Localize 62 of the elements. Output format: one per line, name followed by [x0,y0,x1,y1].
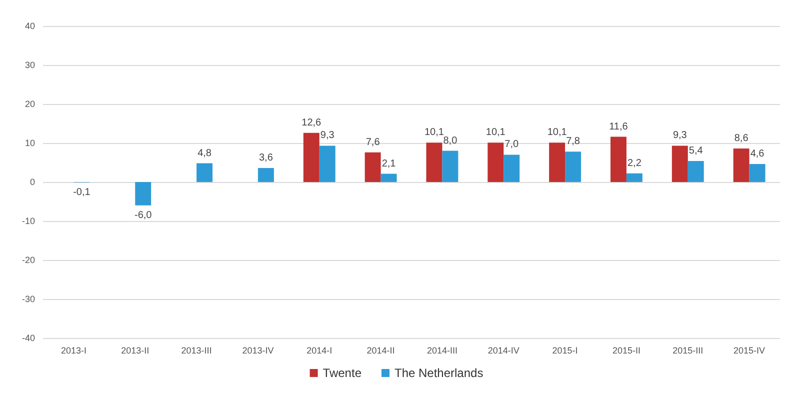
x-tick-label: 2013-II [121,346,150,356]
x-tick-label: 2014-IV [488,346,520,356]
y-tick-label: 10 [24,138,35,148]
x-tick-label: 2015-I [552,346,578,356]
data-label: 9,3 [672,130,688,142]
x-tick-label: 2014-II [366,346,395,356]
bar [688,160,704,182]
legend-label: The Netherlands [394,366,484,380]
bar [442,150,458,182]
data-label: 4,8 [198,148,212,159]
bar [364,152,381,182]
x-tick-label: 2015-II [612,346,640,356]
bar [303,132,320,182]
data-label: 11,6 [609,121,628,132]
bar [733,148,750,182]
data-label: 10,1 [486,127,506,138]
y-tick-label: -20 [22,255,35,265]
bar [380,174,397,182]
data-label: 9,3 [320,130,335,142]
y-tick-label: 0 [30,177,35,187]
bar [319,146,336,182]
x-tick-label: 2015-III [672,346,704,356]
data-label: 5,4 [688,145,704,156]
y-tick-label: 40 [24,21,35,31]
x-tick-label: 2013-IV [242,346,274,356]
x-tick-label: 2014-I [306,346,332,356]
data-label: 3,6 [258,152,274,164]
bar [135,182,152,206]
bar [749,164,766,182]
x-tick-label: 2014-III [426,346,458,356]
y-tick-label: -30 [22,294,35,304]
bar [549,142,566,182]
bar [258,168,274,182]
bar [488,142,504,182]
bar [610,136,626,182]
data-label: 2,2 [627,158,642,169]
data-label: 12,6 [302,117,322,128]
bar [196,163,213,182]
legend-label: Twente [322,366,362,380]
bar [426,142,442,182]
x-tick-label: 2013-III [181,346,212,356]
data-label: -0,1 [73,186,91,198]
data-label: -6,0 [134,210,152,221]
bar [672,146,688,182]
y-tick-label: -10 [22,216,35,226]
y-tick-label: 30 [24,60,35,70]
data-label: 8,6 [734,132,749,144]
bar [626,173,642,182]
x-tick-label: 2013-I [60,346,86,356]
x-tick-label: 2015-IV [734,346,766,356]
data-label: 2,1 [382,158,396,170]
data-label: 10,1 [424,127,444,138]
bar [565,152,582,182]
data-label: 4,6 [750,148,765,160]
data-label: 8,0 [443,135,458,146]
data-label: 7,8 [566,136,580,148]
y-tick-label: -40 [22,333,35,343]
data-label: 10,1 [547,127,568,138]
data-label: 7,0 [504,139,519,150]
bar [504,154,520,182]
data-label: 7,6 [366,136,380,148]
y-tick-label: 20 [24,99,35,109]
